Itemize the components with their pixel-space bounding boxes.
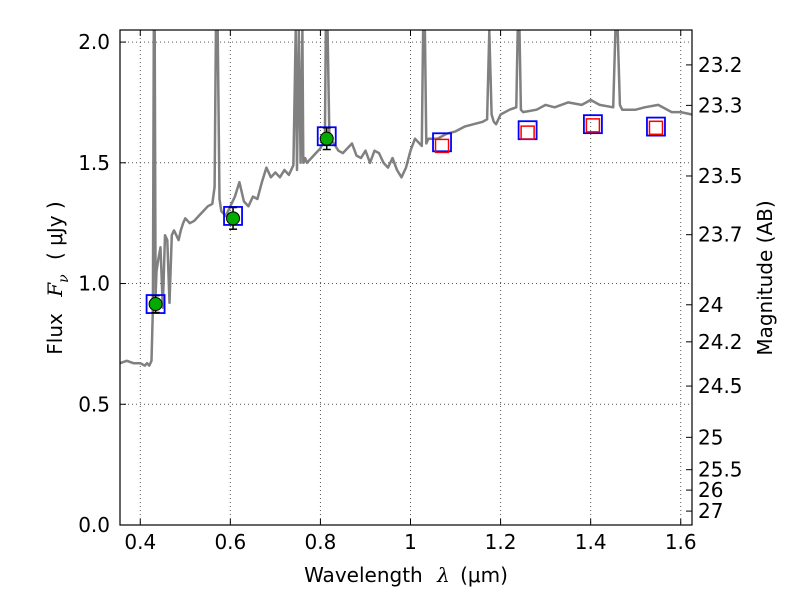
- magnitude-tick-label: 27: [698, 499, 723, 523]
- grid-layer: [120, 30, 692, 526]
- y-tick-label: 0.5: [78, 392, 110, 416]
- plot-frame: [119, 29, 693, 526]
- magnitude-tick-label: 24.5: [698, 374, 743, 398]
- upper-limit-marker: [648, 120, 664, 136]
- y-axis-label-text: Flux: [43, 313, 67, 355]
- magnitude-tick-label: 25: [698, 425, 723, 449]
- x-tick-label: 1.2: [485, 530, 517, 554]
- model-flux-box: [646, 116, 666, 137]
- magnitude-tick-label: 24.2: [698, 330, 743, 354]
- y-axis-label-unit: ( μJy ): [43, 201, 67, 260]
- y-tick-label: 1.5: [78, 151, 110, 175]
- model-flux-box: [583, 114, 603, 135]
- y-axis-label: Flux Fν ( μJy ): [43, 201, 73, 354]
- right-axis-label: Magnitude (AB): [753, 200, 777, 355]
- upper-limit-marker: [520, 125, 535, 140]
- magnitude-tick-label: 26: [698, 478, 723, 502]
- x-axis-label: Wavelength λ (μm): [304, 563, 508, 587]
- magnitude-tick-label: 25.5: [698, 458, 743, 482]
- upper-limit-marker: [434, 138, 450, 154]
- y-tick-label: 2.0: [78, 30, 110, 54]
- y-axis-label-sub: ν: [56, 274, 72, 283]
- magnitude-tick-label: 23.3: [698, 93, 743, 117]
- photometry-layer: [145, 114, 666, 314]
- x-tick-label: 0.4: [124, 530, 156, 554]
- magnitude-tick-label: 24: [698, 293, 723, 317]
- x-axis-label-text: Wavelength: [304, 563, 423, 587]
- x-axis-label-unit: (μm): [460, 563, 508, 587]
- magnitude-tick-label: 23.5: [698, 164, 743, 188]
- magnitude-tick-label: 23.2: [698, 53, 743, 77]
- x-axis-label-symbol: λ: [436, 563, 450, 587]
- model-flux-box: [432, 132, 452, 153]
- y-axis-label-symbol: F: [43, 282, 67, 298]
- tick-layer: 0.4 0.6 0.8 1 1.2 1.4 1.6 0.0 0.5 1.0 1.5 2.0 23.2 23…: [78, 30, 743, 554]
- y-tick-label: 1.0: [78, 272, 110, 296]
- magnitude-tick-label: 23.7: [698, 223, 743, 247]
- x-tick-label: 0.6: [214, 530, 246, 554]
- upper-limit-marker: [585, 118, 601, 133]
- observed-flux-point: [319, 131, 334, 146]
- x-tick-label: 0.8: [305, 530, 337, 554]
- spectrum-line: [119, 29, 693, 367]
- x-tick-label: 1.6: [665, 530, 697, 554]
- y-tick-label: 0.0: [78, 513, 110, 537]
- x-tick-label: 1: [404, 530, 417, 554]
- observed-flux-point: [148, 297, 163, 312]
- observed-flux-point: [226, 211, 241, 226]
- x-tick-label: 1.4: [575, 530, 607, 554]
- spectrum-layer: [119, 29, 693, 367]
